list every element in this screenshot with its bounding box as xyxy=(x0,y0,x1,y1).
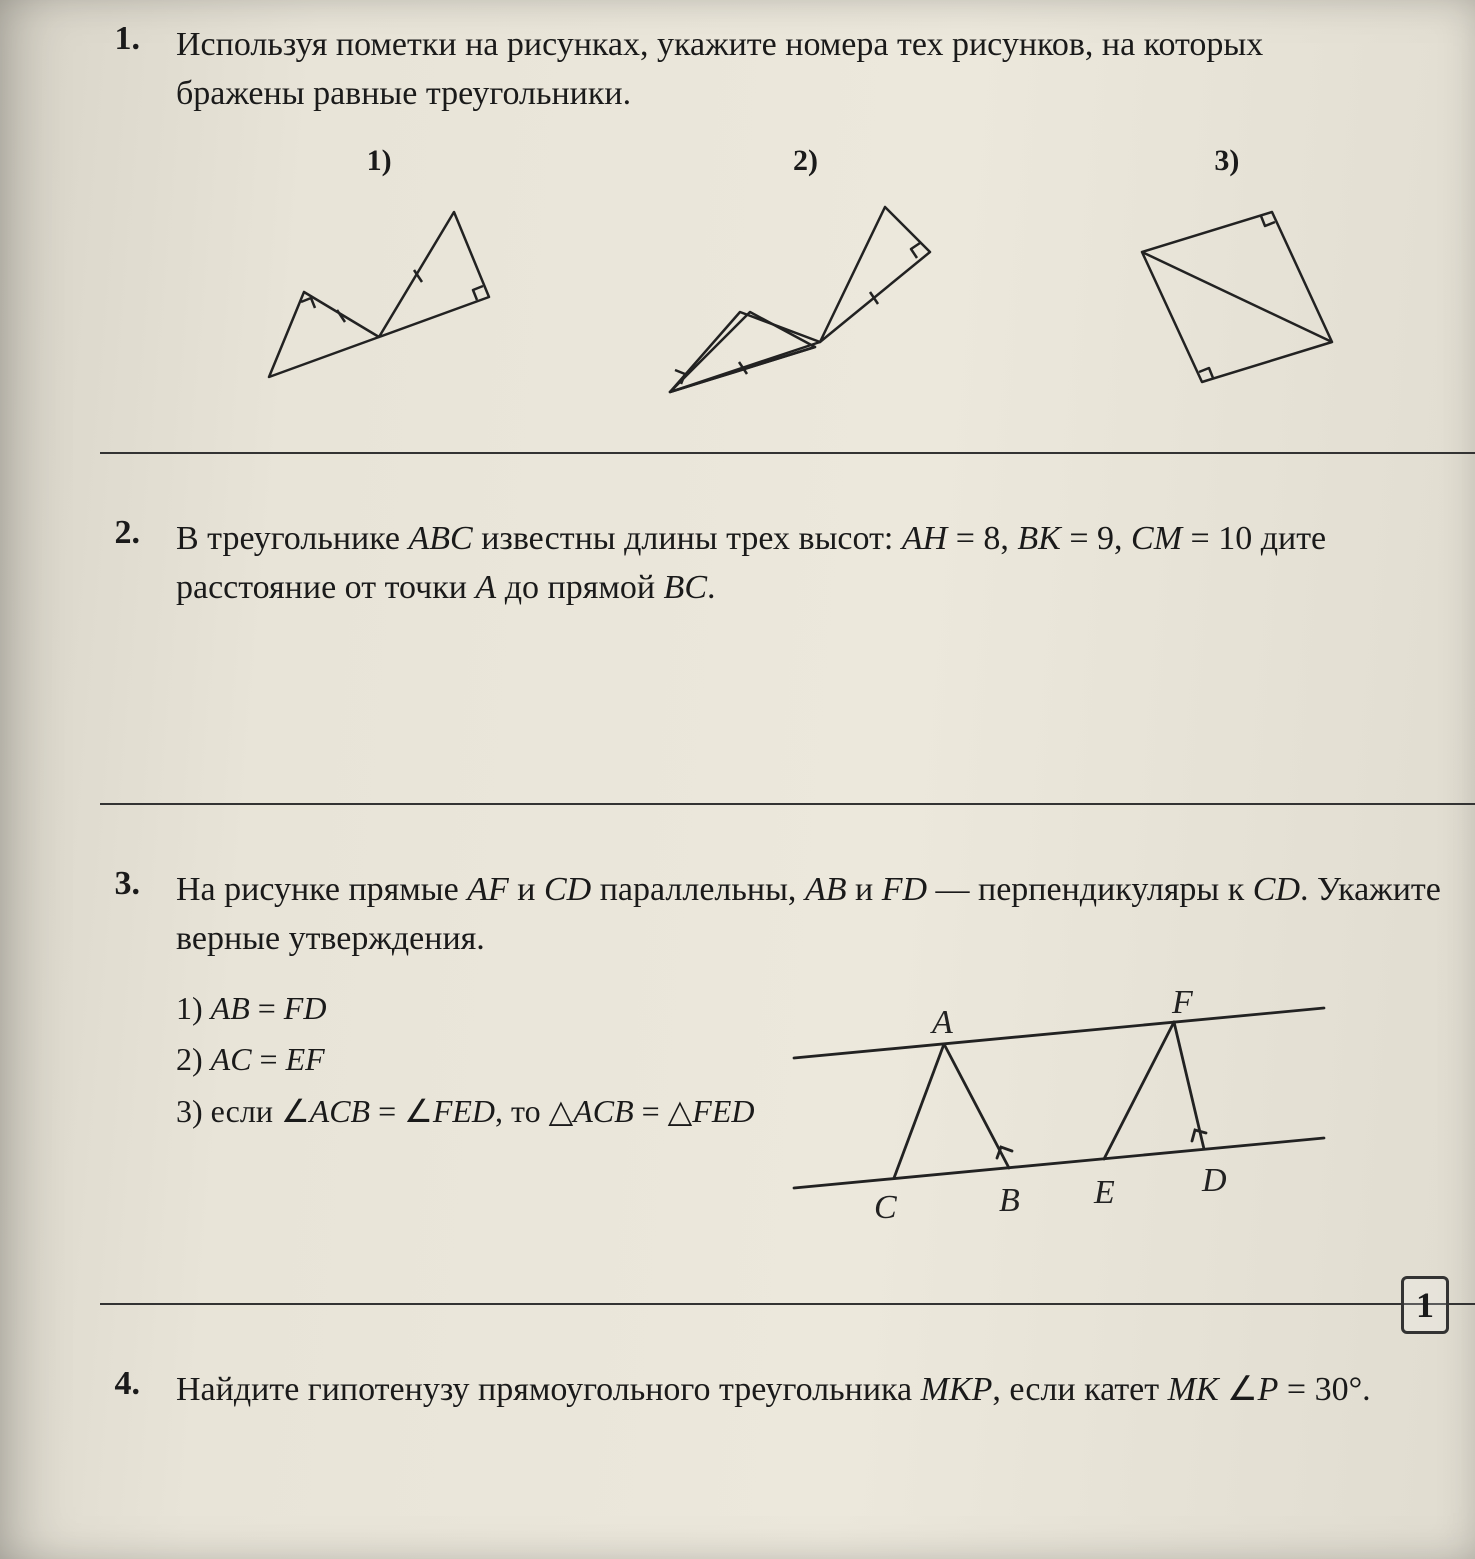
problem-3-body: На рисунке прямые AF и CD параллельны, A… xyxy=(176,865,1475,1224)
figure-2-svg xyxy=(655,192,955,402)
problem-1-body: Используя пометки на рисунках, укажите н… xyxy=(176,20,1475,412)
problem-4-number: 4. xyxy=(100,1365,140,1414)
figure-2-label: 2) xyxy=(655,139,955,183)
label-E: E xyxy=(1093,1174,1115,1211)
divider-2 xyxy=(100,803,1475,805)
problem-2-body: В треугольнике ABC известны длины трех в… xyxy=(176,514,1475,613)
problem-4: 4. Найдите гипотенузу прямоугольного тре… xyxy=(100,1365,1475,1414)
figure-3: 3) xyxy=(1102,139,1352,403)
problem-3-number: 3. xyxy=(100,865,140,1224)
figure-1: 1) xyxy=(249,139,509,403)
figure-2: 2) xyxy=(655,139,955,403)
problem-3-options: 1) AB = FD 2) AC = EF 3) если ∠ACB = ∠FE… xyxy=(176,983,754,1137)
problem-1-number: 1. xyxy=(100,20,140,412)
problem-1-text: Используя пометки на рисунках, укажите н… xyxy=(176,20,1465,119)
problem-3: 3. На рисунке прямые AF и CD параллельны… xyxy=(100,865,1475,1224)
label-C: C xyxy=(874,1189,897,1223)
page: 1. Используя пометки на рисунках, укажит… xyxy=(0,0,1475,1559)
problem-2: 2. В треугольнике ABC известны длины тре… xyxy=(100,514,1475,613)
problem-2-number: 2. xyxy=(100,514,140,613)
problem-3-text: На рисунке прямые AF и CD параллельны, A… xyxy=(176,865,1465,964)
figure-1-label: 1) xyxy=(249,139,509,183)
label-F: F xyxy=(1171,984,1194,1021)
option-1: 1) AB = FD xyxy=(176,983,754,1034)
label-A: A xyxy=(930,1004,953,1041)
label-B: B xyxy=(999,1182,1020,1219)
page-number-box: 1 xyxy=(1401,1276,1449,1334)
problem-1: 1. Используя пометки на рисунках, укажит… xyxy=(100,20,1475,412)
problem-4-text: Найдите гипотенузу прямоугольного треуго… xyxy=(176,1371,1371,1408)
option-3: 3) если ∠ACB = ∠FED, то △ACB = △FED xyxy=(176,1086,754,1137)
divider-3 xyxy=(100,1303,1475,1305)
divider-1 xyxy=(100,452,1475,454)
option-2: 2) AC = EF xyxy=(176,1034,754,1085)
problem-1-figures: 1) xyxy=(176,139,1425,403)
label-D: D xyxy=(1201,1162,1227,1199)
problem-4-body: Найдите гипотенузу прямоугольного треуго… xyxy=(176,1365,1475,1414)
figure-3-svg xyxy=(1102,192,1352,392)
problem-3-diagram: A F C B E D xyxy=(774,963,1334,1223)
figure-1-svg xyxy=(249,192,509,392)
problem-2-text: В треугольнике ABC известны длины трех в… xyxy=(176,520,1326,606)
figure-3-label: 3) xyxy=(1102,139,1352,183)
